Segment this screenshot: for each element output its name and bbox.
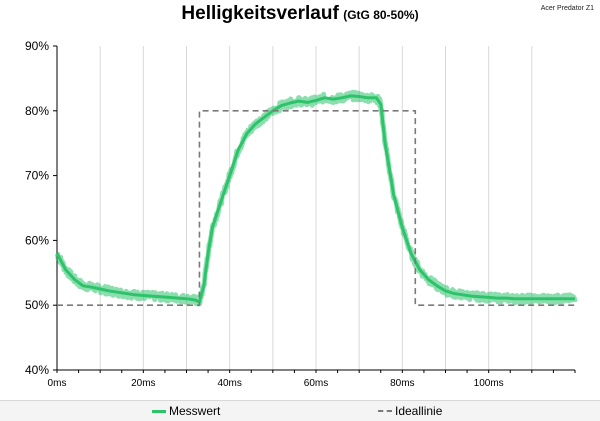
y-tick-label: 50% [25,298,49,312]
x-tick-label: 0ms [48,378,67,389]
chart-title-main: Helligkeitsverlauf [181,3,339,24]
series-messwert-line [55,94,575,304]
x-tick-label: 60ms [304,378,328,389]
legend-item-ideallinie: Ideallinie [378,404,442,418]
axis-layer [53,45,576,373]
x-tick-label: 100ms [474,378,504,389]
series-layer [55,89,578,307]
y-tick-label: 90% [25,39,49,53]
y-tick-label: 60% [25,233,49,247]
y-tick-label: 40% [25,363,49,377]
legend-swatch-ideallinie [378,410,392,412]
y-tick-label: 70% [25,169,49,183]
legend-swatch-messwert [152,409,166,413]
x-tick-label: 40ms [217,378,241,389]
chart-title-subtitle: (GtG 80-50%) [343,8,419,22]
legend: Messwert Ideallinie [0,400,600,421]
tick-layer: 40% 50% 60% 70% 80% 90% 0ms 20ms 40ms 60ms 80ms 100… [25,39,504,389]
legend-label-messwert: Messwert [169,404,221,418]
x-tick-label: 20ms [131,378,155,389]
line-chart: 40% 50% 60% 70% 80% 90% 0ms 20ms 40ms 60ms 80ms 100… [25,39,578,389]
legend-item-messwert: Messwert [152,404,220,418]
x-tick-label: 80ms [390,378,414,389]
series-ideallinie-line [57,110,575,307]
chart-title: Helligkeitsverlauf (GtG 80-50%) [0,3,600,25]
grid-layer [99,46,533,370]
y-tick-label: 80% [25,104,49,118]
legend-label-ideallinie: Ideallinie [395,404,443,418]
brand-label: Acer Predator Z1 [540,5,594,12]
